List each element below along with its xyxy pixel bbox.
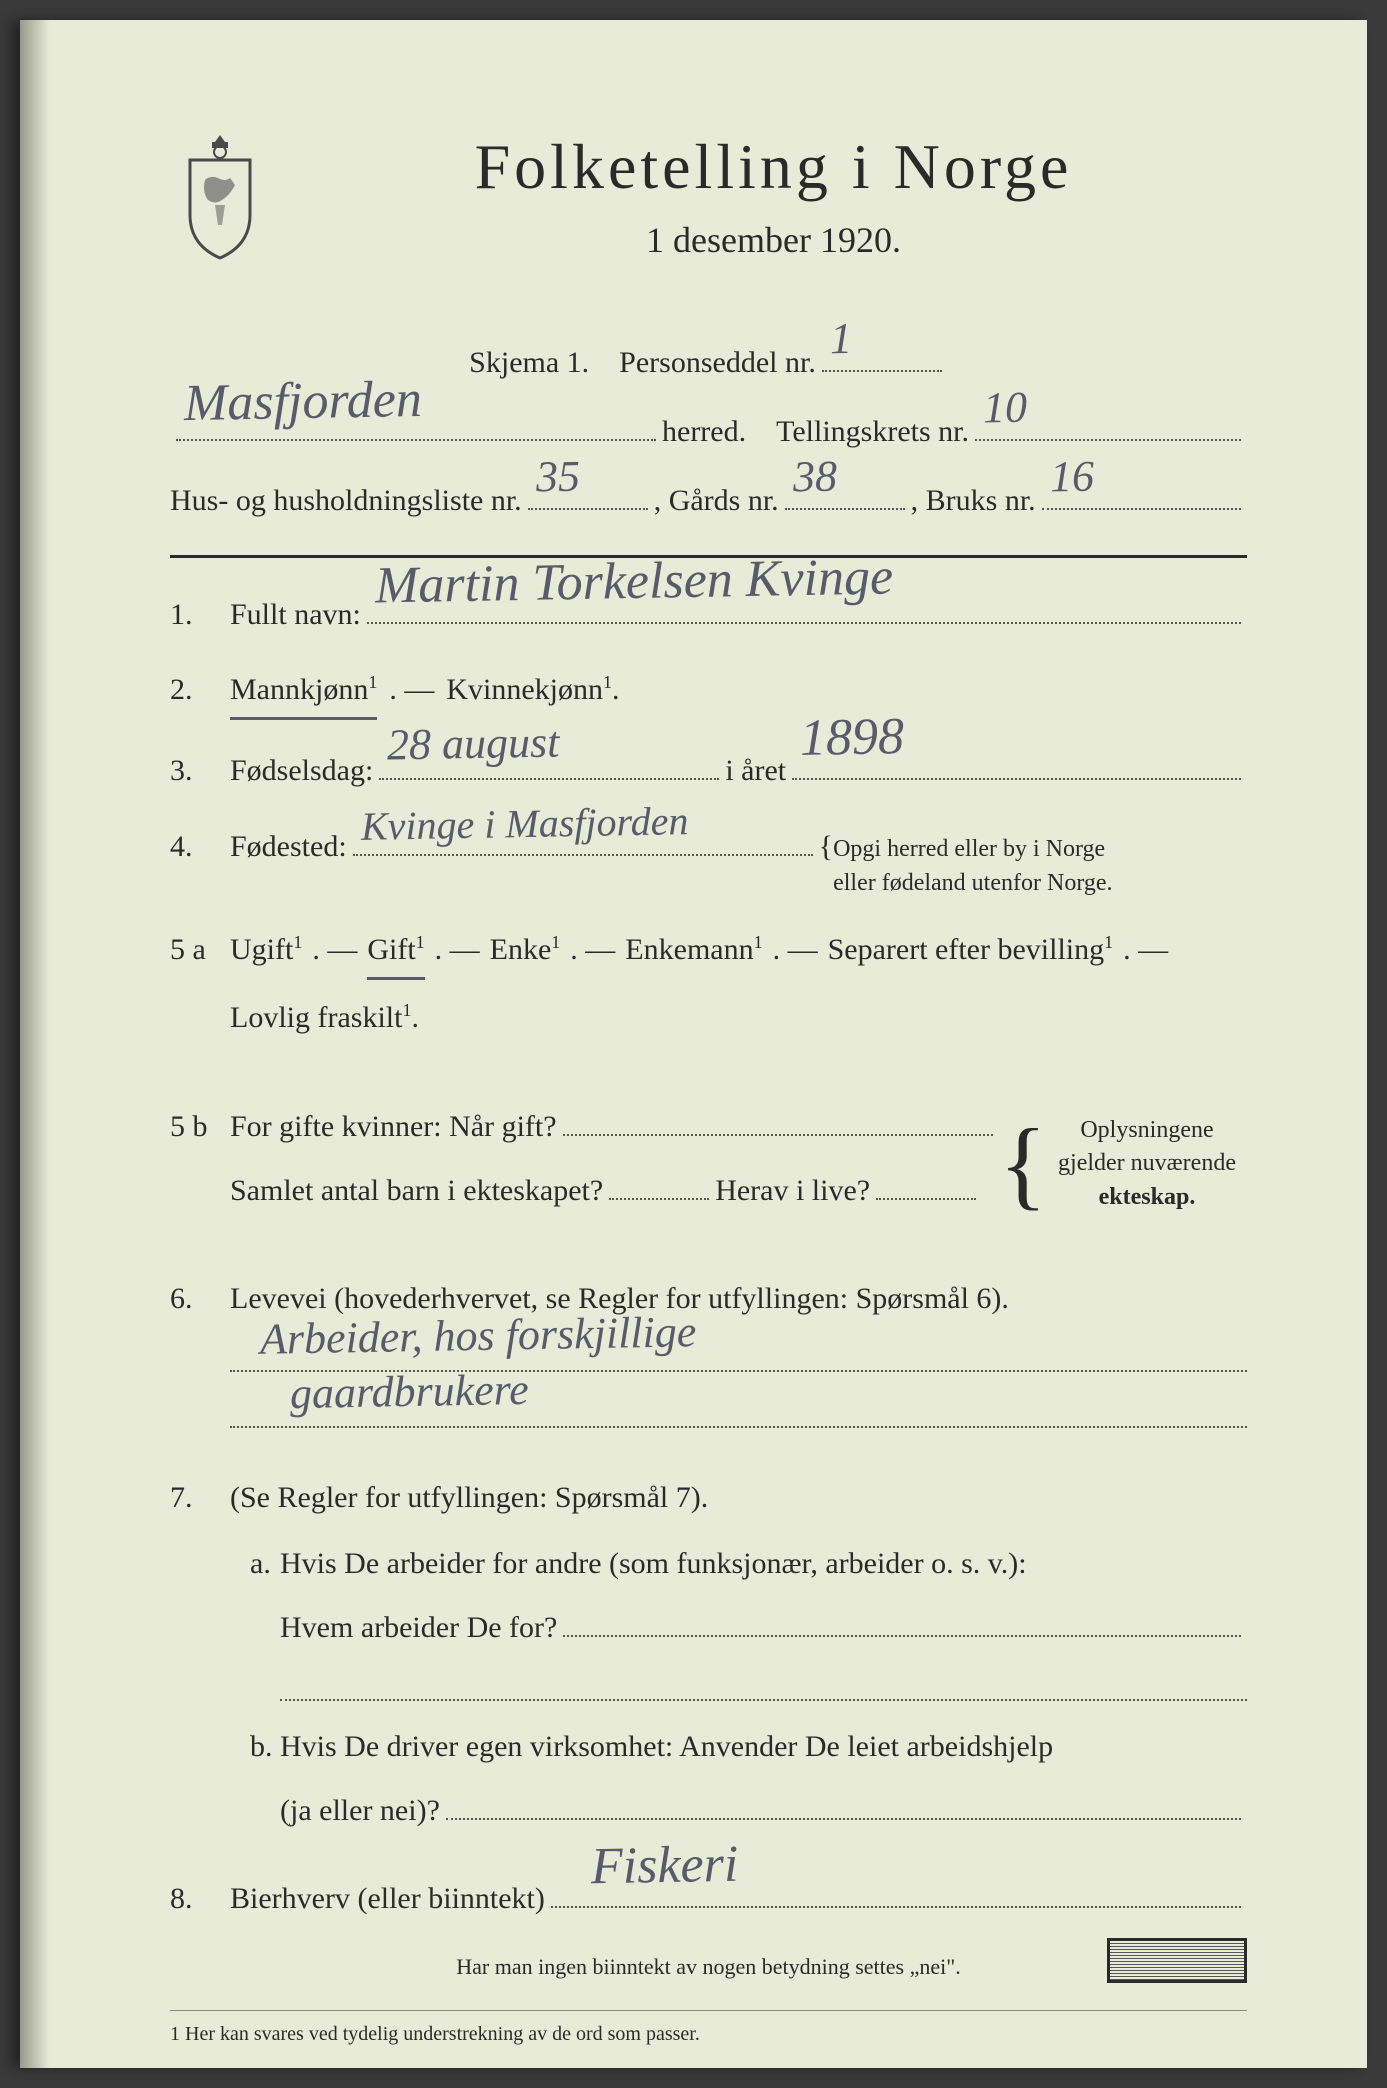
q4-note: Opgi herred eller by i Norge eller fødel… — [833, 833, 1112, 900]
footnote: Har man ingen biinntekt av nogen betydni… — [170, 1954, 1247, 1980]
q5a-enke: Enke1 — [490, 924, 561, 975]
q3-day-field: 28 august — [379, 744, 719, 780]
q8-label: Bierhverv (eller biinntekt) — [230, 1873, 545, 1924]
q5b-field1 — [563, 1100, 993, 1136]
q5b-num: 5 b — [170, 1101, 230, 1152]
q4-num: 4. — [170, 821, 230, 872]
q7a-field — [563, 1601, 1241, 1637]
q4-value: Kvinge i Masfjorden — [360, 787, 689, 861]
q6-value2: gaardbrukere — [289, 1353, 529, 1432]
title-block: Folketelling i Norge 1 desember 1920. — [300, 130, 1247, 296]
q3-day-value: 28 august — [387, 706, 561, 784]
question-3: 3. Fødselsdag: 28 august i året 1898 — [170, 744, 1247, 796]
question-6: 6. Levevei (hovederhvervet, se Regler fo… — [170, 1273, 1247, 1448]
gards-value: 38 — [792, 441, 837, 512]
q5b-note: Oplysningene gjelder nuværende ekteskap. — [1047, 1114, 1247, 1215]
husliste-field: 35 — [528, 474, 648, 510]
q5b-label2: Samlet antal barn i ekteskapet? — [230, 1165, 603, 1216]
question-4: 4. Fødested: Kvinge i Masfjorden { Opgi … — [170, 820, 1247, 900]
form-header: Folketelling i Norge 1 desember 1920. — [170, 130, 1247, 296]
q7a-letter: a. — [230, 1538, 280, 1589]
q6-num: 6. — [170, 1273, 230, 1324]
main-title: Folketelling i Norge — [300, 130, 1247, 204]
question-8: 8. Bierhverv (eller biinntekt) Fiskeri — [170, 1872, 1247, 1924]
q3-year-value: 1898 — [799, 693, 905, 783]
personseddel-label: Personseddel nr. — [619, 339, 816, 387]
husliste-label: Hus- og husholdningsliste nr. — [170, 477, 522, 525]
question-5a: 5 a Ugift1 . — Gift1 . — Enke1 . — Enkem… — [170, 924, 1247, 1055]
q7a-cont — [280, 1665, 1247, 1701]
bruks-label: , Bruks nr. — [911, 477, 1036, 525]
q8-field: Fiskeri — [551, 1872, 1241, 1908]
q5a-gift: Gift1 — [367, 924, 424, 980]
brace-icon: { — [819, 821, 833, 872]
q7-num: 7. — [170, 1472, 230, 1523]
q1-num: 1. — [170, 589, 230, 640]
gards-field: 38 — [785, 474, 905, 510]
q2-num: 2. — [170, 664, 230, 715]
crest-svg — [170, 130, 270, 260]
q3-label: Fødselsdag: — [230, 745, 373, 796]
question-7: 7. (Se Regler for utfyllingen: Spørsmål … — [170, 1472, 1247, 1848]
q3-year-label: i året — [725, 745, 786, 796]
q7b-line2: (ja eller nei)? — [280, 1785, 440, 1836]
q8-num: 8. — [170, 1873, 230, 1924]
q7a-line1: Hvis De arbeider for andre (som funksjon… — [280, 1538, 1027, 1589]
personseddel-value: 1 — [829, 303, 852, 374]
bottom-note: 1 Her kan svares ved tydelig understrekn… — [170, 2010, 1247, 2046]
q5a-enkemann: Enkemann1 — [625, 924, 762, 975]
herred-value: Masfjorden — [183, 358, 422, 445]
q7b-field — [446, 1784, 1241, 1820]
tellingskrets-field: 10 — [975, 405, 1241, 441]
q3-num: 3. — [170, 745, 230, 796]
stamp-mark — [1107, 1938, 1247, 1983]
q1-value: Martin Torkelsen Kvinge — [374, 533, 894, 630]
herred-label: herred. — [662, 408, 746, 456]
census-form: Folketelling i Norge 1 desember 1920. Sk… — [20, 20, 1367, 2068]
q3-year-field: 1898 — [792, 744, 1241, 780]
questions-section: 1. Fullt navn: Martin Torkelsen Kvinge 2… — [170, 555, 1247, 1980]
question-1: 1. Fullt navn: Martin Torkelsen Kvinge — [170, 588, 1247, 640]
herred-field: Masfjorden — [176, 405, 656, 441]
q7a-line2: Hvem arbeider De for? — [280, 1602, 557, 1653]
q5a-ugift: Ugift1 — [230, 924, 302, 975]
q5b-field2 — [609, 1164, 709, 1200]
husliste-row: Hus- og husholdningsliste nr. 35 , Gårds… — [170, 474, 1247, 525]
tellingskrets-value: 10 — [982, 372, 1027, 443]
q5a-num: 5 a — [170, 924, 230, 975]
personseddel-field: 1 — [822, 336, 942, 372]
bruks-field: 16 — [1042, 474, 1241, 510]
brace-icon: { — [999, 1079, 1047, 1249]
q5a-separert: Separert efter bevilling1 — [828, 924, 1114, 975]
q6-line2: gaardbrukere — [230, 1392, 1247, 1428]
q4-field: Kvinge i Masfjorden — [353, 820, 813, 856]
q5b-field3 — [876, 1164, 976, 1200]
husliste-value: 35 — [535, 441, 580, 512]
question-5b: 5 b For gifte kvinner: Når gift? Samlet … — [170, 1079, 1247, 1249]
subtitle: 1 desember 1920. — [300, 219, 1247, 261]
q1-label: Fullt navn: — [230, 589, 361, 640]
q4-label: Fødested: — [230, 821, 347, 872]
q7b-letter: b. — [230, 1721, 280, 1772]
q5b-label3: Herav i live? — [715, 1165, 870, 1216]
q7b-line1: Hvis De driver egen virksomhet: Anvender… — [280, 1721, 1053, 1772]
q7-label: (Se Regler for utfyllingen: Spørsmål 7). — [230, 1472, 708, 1523]
q5b-label1: For gifte kvinner: Når gift? — [230, 1101, 557, 1152]
q8-value: Fiskeri — [590, 1821, 739, 1912]
question-2: 2. Mannkjønn1 . — Kvinnekjønn1 . — [170, 664, 1247, 720]
skjema-label: Skjema 1. — [469, 339, 589, 387]
norway-crest-icon — [170, 130, 270, 260]
q5a-fraskilt: Lovlig fraskilt1 — [230, 992, 411, 1043]
q1-field: Martin Torkelsen Kvinge — [367, 588, 1241, 624]
q2-mann: Mannkjønn1 — [230, 664, 377, 720]
bruks-value: 16 — [1049, 441, 1094, 512]
gards-label: , Gårds nr. — [654, 477, 779, 525]
